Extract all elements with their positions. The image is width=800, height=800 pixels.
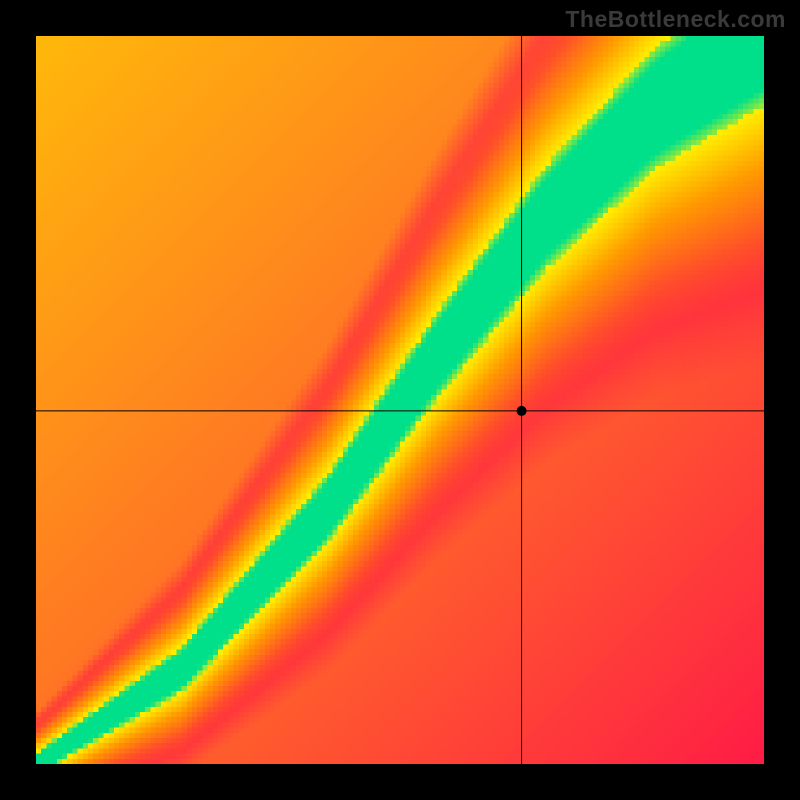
chart-frame: TheBottleneck.com — [0, 0, 800, 800]
heatmap-canvas — [36, 36, 764, 764]
heatmap-plot — [36, 36, 764, 764]
watermark-text: TheBottleneck.com — [565, 6, 786, 33]
